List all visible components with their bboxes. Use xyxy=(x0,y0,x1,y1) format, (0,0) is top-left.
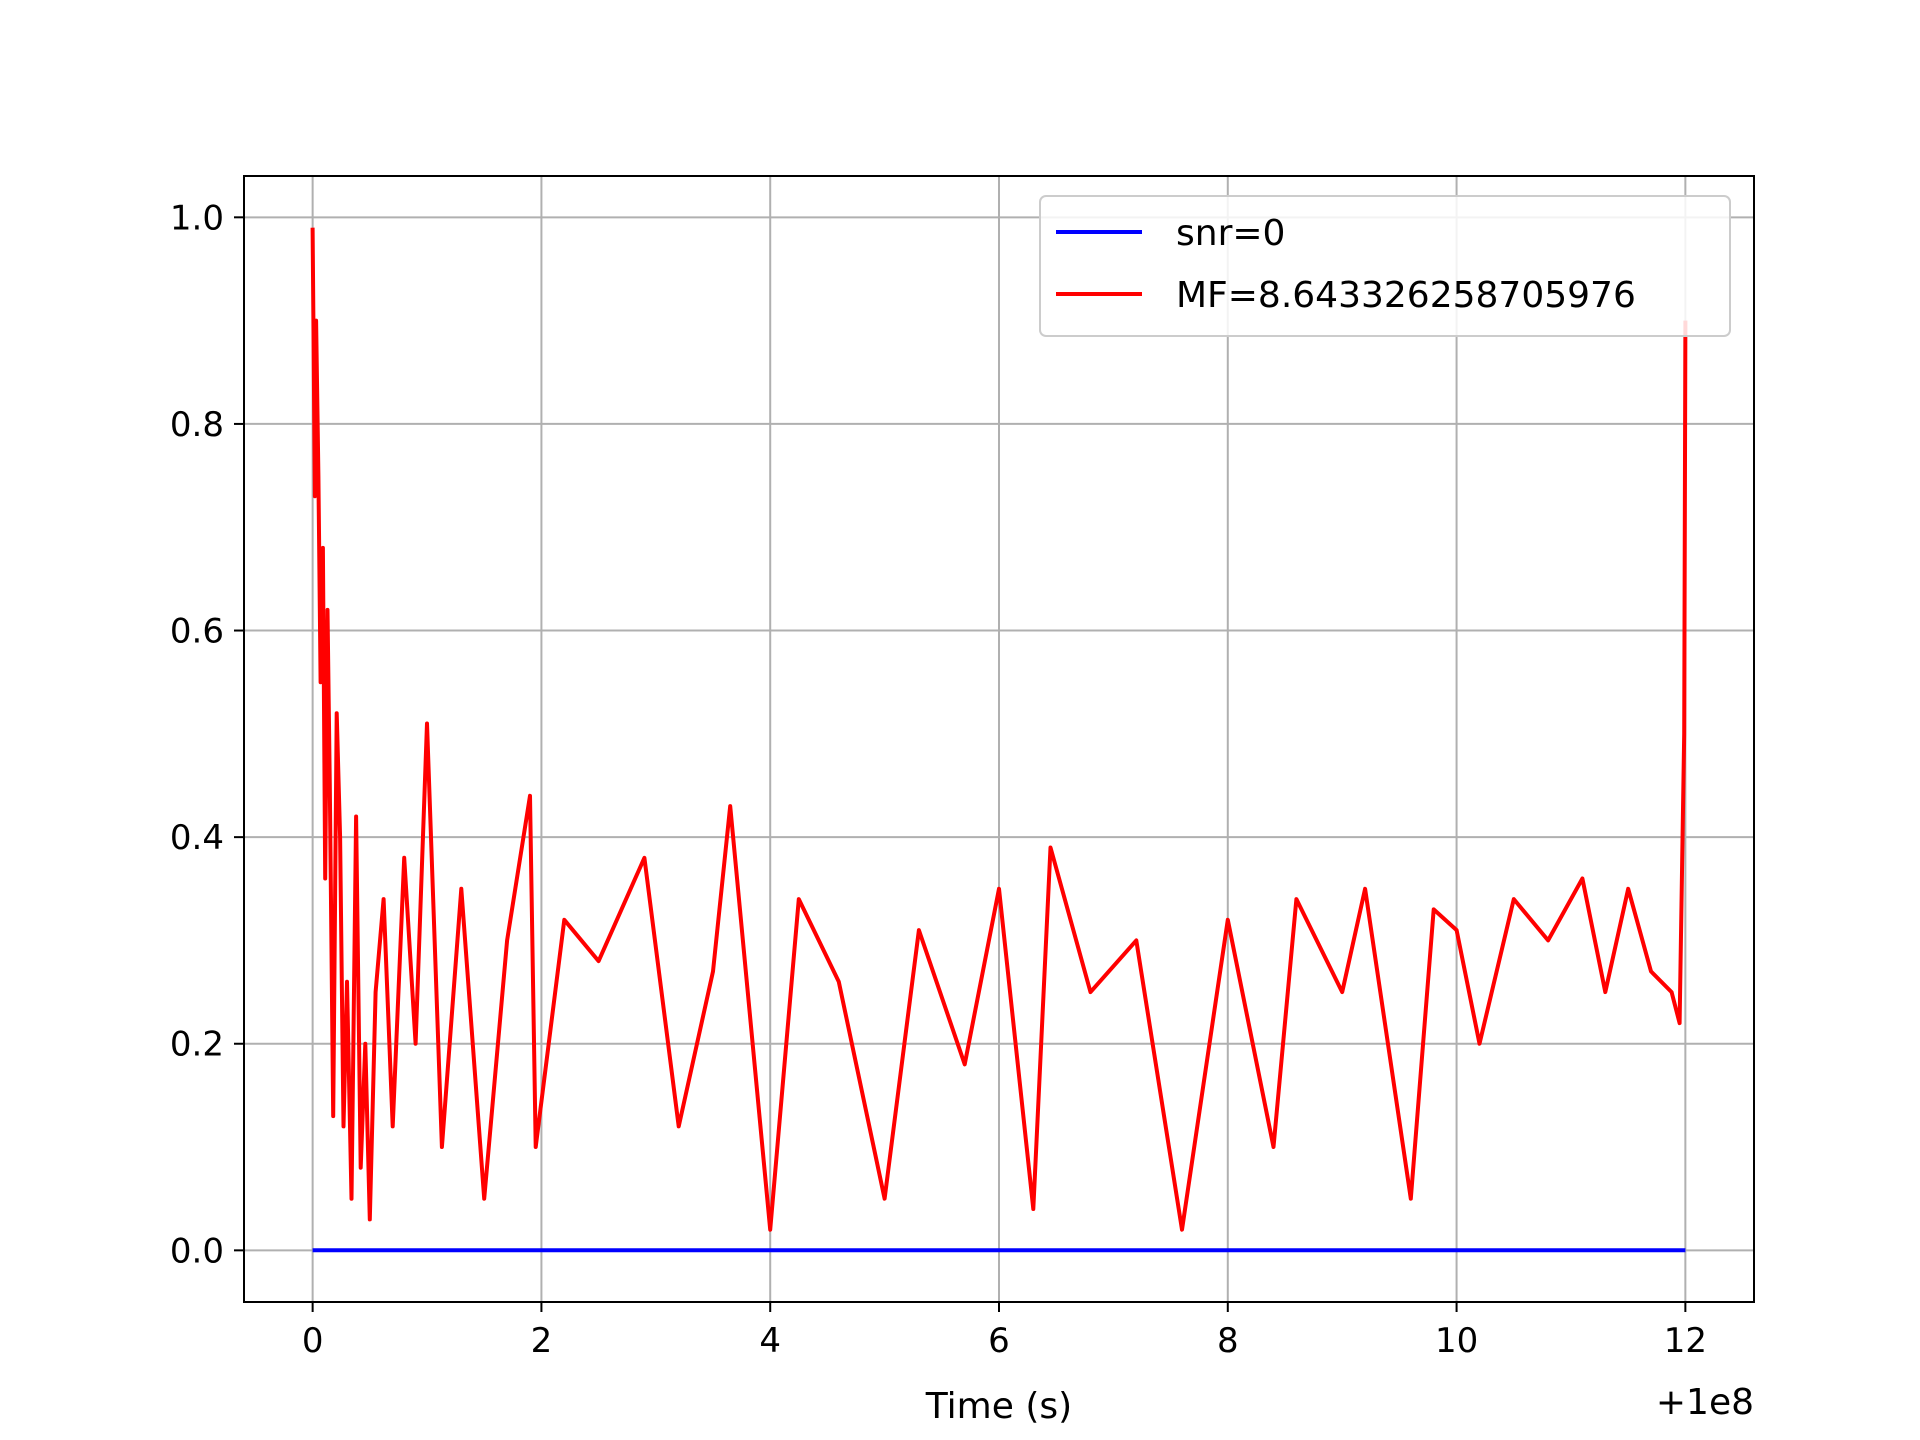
y-tick-label: 0.4 xyxy=(170,818,224,858)
x-tick-label: 2 xyxy=(531,1321,553,1361)
legend-box xyxy=(1039,195,1731,337)
plot-series xyxy=(310,227,1688,1253)
x-tick-label: 0 xyxy=(302,1321,324,1361)
x-axis-label: Time (s) xyxy=(925,1386,1072,1427)
axis-ticks: 0 2 4 6 8 10 12 0.0 0.2 0.4 0.6 0.8 1.0 xyxy=(170,198,1707,1361)
y-tick-label: 0.2 xyxy=(170,1025,224,1065)
legend-label-snr: snr=0 xyxy=(1176,213,1285,254)
x-axis-offset-label: +1e8 xyxy=(1656,1382,1754,1423)
x-tick-label: 10 xyxy=(1435,1321,1478,1361)
legend: snr=0 MF=8.643326258705976 xyxy=(1039,195,1731,337)
x-tick-label: 4 xyxy=(759,1321,781,1361)
y-tick-label: 0.6 xyxy=(170,612,224,652)
x-tick-label: 12 xyxy=(1664,1321,1707,1361)
legend-label-mf: MF=8.643326258705976 xyxy=(1176,275,1636,316)
y-tick-label: 0.0 xyxy=(170,1231,224,1271)
x-tick-label: 6 xyxy=(988,1321,1010,1361)
x-tick-label: 8 xyxy=(1217,1321,1239,1361)
series-line-mf xyxy=(310,227,1688,1232)
y-tick-label: 1.0 xyxy=(170,198,224,238)
y-tick-label: 0.8 xyxy=(170,405,224,445)
